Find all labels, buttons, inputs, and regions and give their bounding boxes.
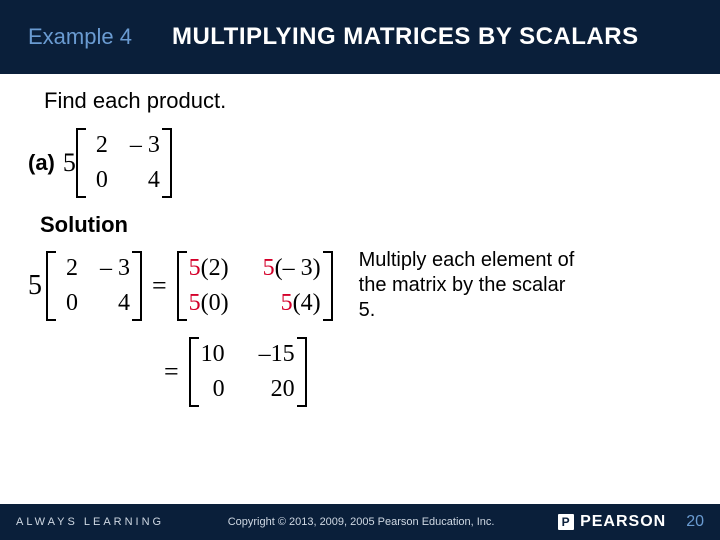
matrix-cell: 10 <box>201 341 225 368</box>
slide-footer: ALWAYS LEARNING Copyright © 2013, 2009, … <box>0 504 720 540</box>
solution-label: Solution <box>40 212 692 238</box>
pearson-icon: P <box>558 514 574 530</box>
step1-row: 5 2 – 3 0 4 = 5(2) 5(– 3) 5(0) 5(4) <box>28 248 692 323</box>
part-label: (a) <box>28 150 55 176</box>
scalar-value: 5 <box>63 148 76 178</box>
step2-row: = 10 –15 0 20 <box>154 337 692 407</box>
matrix-cell: 2 <box>58 255 78 282</box>
explanation-text: Multiply each element of the matrix by t… <box>359 248 579 323</box>
slide-content: Find each product. (a) 5 2 – 3 0 4 Solut… <box>0 74 720 407</box>
result-matrix: 10 –15 0 20 <box>189 337 307 407</box>
matrix-cell: 0 <box>201 376 225 403</box>
matrix-cell: 0 <box>88 167 108 194</box>
example-label: Example 4 <box>28 24 132 50</box>
step1-left-matrix: 2 – 3 0 4 <box>46 251 142 321</box>
pearson-label: PEARSON <box>580 513 666 531</box>
copyright-text: Copyright © 2013, 2009, 2005 Pearson Edu… <box>164 516 558 528</box>
matrix-cell: 4 <box>130 167 160 194</box>
slide-title: MULTIPLYING MATRICES BY SCALARS <box>172 23 639 51</box>
problem-row: (a) 5 2 – 3 0 4 <box>28 128 692 198</box>
matrix-cell: 0 <box>58 290 78 317</box>
matrix-cell: 2 <box>88 132 108 159</box>
matrix-a: 2 – 3 0 4 <box>76 128 172 198</box>
matrix-cell: 5(4) <box>263 290 321 317</box>
slide-header: Example 4 MULTIPLYING MATRICES BY SCALAR… <box>0 0 720 74</box>
always-learning-text: ALWAYS LEARNING <box>16 516 164 528</box>
pearson-brand: P PEARSON <box>558 513 666 531</box>
matrix-cell: –15 <box>259 341 295 368</box>
matrix-cell: – 3 <box>100 255 130 282</box>
page-number: 20 <box>686 513 704 531</box>
matrix-cell: 5(0) <box>189 290 229 317</box>
step1-scalar: 5 <box>28 270 42 302</box>
equals-sign: = <box>152 271 167 301</box>
equals-sign: = <box>164 357 179 387</box>
matrix-cell: 5(2) <box>189 255 229 282</box>
step1-right-matrix: 5(2) 5(– 3) 5(0) 5(4) <box>177 251 333 321</box>
instruction-text: Find each product. <box>44 88 692 114</box>
matrix-cell: 4 <box>100 290 130 317</box>
matrix-cell: 5(– 3) <box>263 255 321 282</box>
matrix-cell: – 3 <box>130 132 160 159</box>
matrix-cell: 20 <box>259 376 295 403</box>
